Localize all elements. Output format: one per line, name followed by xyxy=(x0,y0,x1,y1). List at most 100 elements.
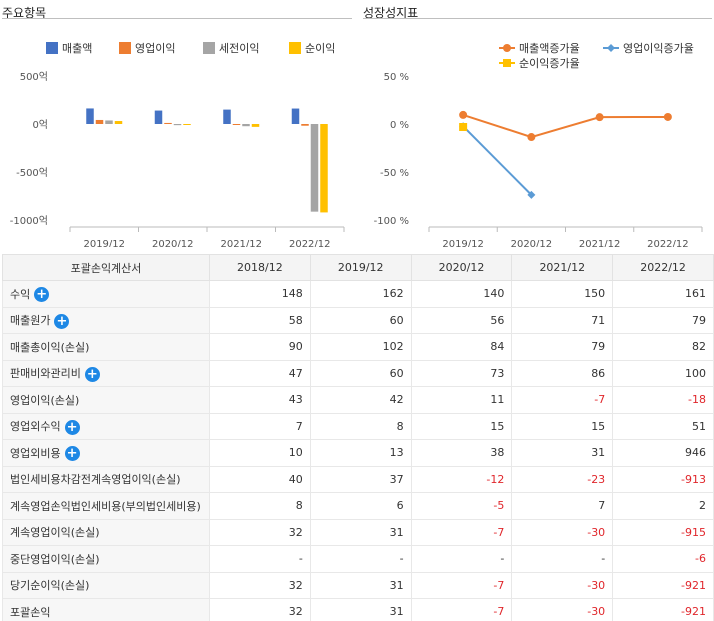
y-tick-label: -1000억 xyxy=(10,215,48,227)
row-label-cell: 중단영업이익(손실) xyxy=(2,545,210,573)
table-cell-value: -7 xyxy=(410,571,513,599)
data-point[interactable] xyxy=(527,190,536,199)
row-label-cell: 매출원가 + xyxy=(2,306,210,334)
row-label: 법인세비용차감전계속영업이익(손실) xyxy=(10,473,181,487)
table-row: 계속영업손익법인세비용(부의법인세비용) 8 6 -5 7 2 xyxy=(2,492,714,520)
table-cell-value: 31 xyxy=(309,571,412,599)
data-point[interactable] xyxy=(527,133,536,142)
row-label: 포괄손익 xyxy=(10,605,51,619)
table-cell-value: 8 xyxy=(209,492,311,520)
row-label-cell: 법인세비용차감전계속영업이익(손실) xyxy=(2,465,210,493)
bar-mark[interactable] xyxy=(114,121,123,124)
table-cell-value: 7 xyxy=(511,492,614,520)
expand-plus-icon[interactable]: + xyxy=(64,446,80,461)
table-cell-value: 60 xyxy=(309,306,412,334)
table-cell-value: 150 xyxy=(511,280,614,308)
data-point[interactable] xyxy=(459,123,468,132)
row-label-cell: 계속영업손익법인세비용(부의법인세비용) xyxy=(2,492,210,520)
table-cell-value: 31 xyxy=(511,439,614,467)
table-cell-value: 38 xyxy=(410,439,513,467)
table-cell-value: 11 xyxy=(410,386,513,414)
table-cell-value: -7 xyxy=(511,386,614,414)
table-cell-value: - xyxy=(309,545,412,573)
bar-mark[interactable] xyxy=(232,124,241,125)
bar-mark[interactable] xyxy=(310,124,319,212)
y-tick-label: -500억 xyxy=(16,167,48,179)
legend-label[interactable]: 순이익 xyxy=(305,42,335,55)
legend-label[interactable]: 영업이익 xyxy=(135,42,175,55)
data-point[interactable] xyxy=(459,110,468,119)
table-cell-value: -6 xyxy=(612,545,714,573)
legend-label[interactable]: 세전이익 xyxy=(219,42,259,55)
data-point[interactable] xyxy=(663,112,672,121)
bar-mark[interactable] xyxy=(251,124,260,127)
row-label: 계속영업이익(손실) xyxy=(10,526,100,540)
row-label-cell: 영업외비용 + xyxy=(2,439,210,467)
bar-mark[interactable] xyxy=(86,108,94,124)
legend-swatch xyxy=(119,42,131,54)
table-cell-value: -7 xyxy=(410,598,513,621)
legend-label[interactable]: 매출액증가율 xyxy=(519,42,580,55)
bar-mark[interactable] xyxy=(173,124,182,126)
table-row: 매출원가 +58 60 56 71 79 xyxy=(2,306,714,334)
table-cell-value: 40 xyxy=(209,465,311,493)
row-label: 영업외비용 xyxy=(10,446,61,460)
y-tick-label: 50 % xyxy=(384,72,409,83)
bar-mark[interactable] xyxy=(223,109,231,124)
expand-plus-icon[interactable]: + xyxy=(64,419,80,435)
x-tick-label: 2021/12 xyxy=(220,239,262,247)
main-items-chart-panel: 매출액 영업이익 세전이익 순이익 500억 0억 -500억 -1000억 2019/12 20… xyxy=(2,18,352,247)
row-label: 수익 xyxy=(10,287,31,301)
bar-mark[interactable] xyxy=(95,119,104,124)
growth-chart-panel: 매출액증가율 영업이익증가율 순이익증가율 50 % 0 % -50 % -100 % 201… xyxy=(363,18,712,247)
row-label: 매출원가 xyxy=(10,314,51,327)
bar-mark[interactable] xyxy=(154,110,163,124)
table-cell-value: -913 xyxy=(612,465,714,493)
table-cell-value: 102 xyxy=(309,333,412,361)
x-tick-label: 2022/12 xyxy=(647,239,689,247)
table-row: 포괄손익 32 31 -7 -30 -921 xyxy=(2,598,714,621)
expand-plus-icon[interactable]: + xyxy=(34,287,50,302)
bar-mark[interactable] xyxy=(291,108,300,124)
table-cell-value: 946 xyxy=(612,439,714,467)
expand-plus-icon[interactable]: + xyxy=(84,366,100,382)
table-row: 영업외수익 +7 8 15 15 51 xyxy=(2,412,714,440)
row-label: 영업외수익 xyxy=(10,420,61,433)
table-cell-value: 140 xyxy=(410,280,513,308)
row-label-cell: 당기순이익(손실) xyxy=(2,571,210,599)
bar-mark[interactable] xyxy=(242,124,250,127)
table-cell-value: 56 xyxy=(410,306,513,334)
table-cell-value: -5 xyxy=(410,492,513,520)
section-title-main-items: 주요항목 xyxy=(2,6,47,20)
legend-label[interactable]: 매출액 xyxy=(62,42,92,55)
row-label-cell: 영업외수익 + xyxy=(2,412,210,440)
table-cell-value: 32 xyxy=(209,598,311,621)
bar-mark[interactable] xyxy=(183,124,191,125)
bar-mark[interactable] xyxy=(301,124,309,126)
y-tick-label: -50 % xyxy=(380,168,409,179)
table-cell-value: - xyxy=(209,545,311,573)
bar-mark[interactable] xyxy=(320,124,328,213)
table-cell-value: -921 xyxy=(612,598,714,621)
table-row: 중단영업이익(손실) - - - - -6 xyxy=(2,545,714,573)
table-cell-value: 162 xyxy=(309,280,412,308)
table-cell-value: 79 xyxy=(511,333,614,361)
bar-mark[interactable] xyxy=(105,120,113,124)
table-row: 매출총이익(손실) 90 102 84 79 82 xyxy=(2,333,714,361)
legend-swatch xyxy=(46,42,58,54)
legend-label[interactable]: 영업이익증가율 xyxy=(623,42,694,55)
table-row: 판매비와관리비 +47 60 73 86 100 xyxy=(2,359,714,387)
table-cell-value: 15 xyxy=(511,412,614,440)
data-point[interactable] xyxy=(595,113,604,122)
legend-label[interactable]: 순이익증가율 xyxy=(519,57,580,70)
table-cell-value: 47 xyxy=(209,359,311,387)
y-tick-label: 500억 xyxy=(20,71,48,83)
row-label-cell: 포괄손익 xyxy=(2,598,210,621)
row-label-cell: 수익 + xyxy=(2,280,210,308)
expand-plus-icon[interactable]: + xyxy=(54,313,70,329)
x-tick-label: 2020/12 xyxy=(152,239,194,247)
table-cell-value: - xyxy=(511,545,614,573)
bar-mark[interactable] xyxy=(164,122,172,124)
row-label-cell: 매출총이익(손실) xyxy=(2,333,210,361)
row-label-cell: 계속영업이익(손실) xyxy=(2,518,210,546)
